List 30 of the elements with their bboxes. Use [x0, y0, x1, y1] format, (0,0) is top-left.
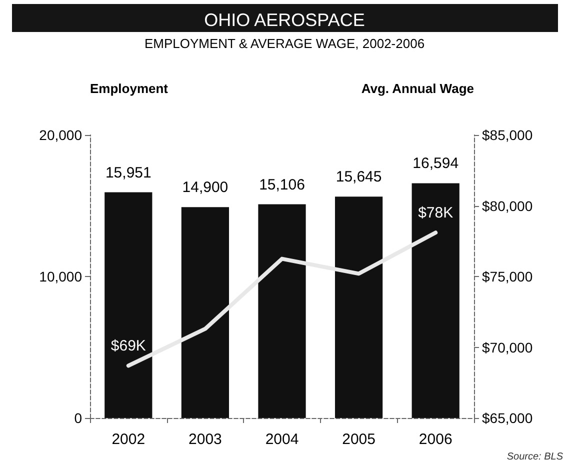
bar [334, 196, 383, 418]
x-tick-label: 2006 [418, 431, 452, 448]
y2-axis-title: Avg. Annual Wage [361, 81, 474, 96]
y2-tick-label: $75,000 [482, 268, 533, 284]
bar [258, 204, 306, 418]
data-label: 15,951 [105, 164, 152, 182]
y-tick-label: 0 [74, 410, 82, 426]
bar [181, 207, 230, 418]
x-tick-label: 2003 [188, 431, 222, 448]
chart-title: OHIO AEROSPACE [204, 10, 365, 30]
data-label: 16,594 [412, 155, 459, 172]
y-tick-label: 10,000 [39, 268, 82, 284]
data-label: $78K [418, 204, 454, 222]
y-axis-title: Employment [90, 81, 169, 96]
data-label: $69K [110, 338, 146, 355]
y-tick-label: 20,000 [39, 127, 82, 143]
y2-tick-label: $70,000 [482, 339, 533, 356]
bar [104, 192, 152, 418]
data-label: 15,106 [259, 176, 305, 194]
data-label: 14,900 [182, 179, 228, 196]
bar [412, 183, 460, 418]
y2-tick-label: $80,000 [482, 198, 533, 214]
x-tick-label: 2005 [342, 431, 376, 448]
y2-tick-label: $65,000 [482, 410, 533, 426]
chart-subtitle: EMPLOYMENT & AVERAGE WAGE, 2002-2006 [144, 36, 425, 51]
x-tick-label: 2004 [265, 431, 299, 448]
source-note: Source: BLS [506, 452, 564, 462]
y2-tick-label: $85,000 [482, 127, 533, 143]
x-tick-label: 2002 [112, 431, 146, 448]
data-label: 15,645 [336, 168, 382, 186]
